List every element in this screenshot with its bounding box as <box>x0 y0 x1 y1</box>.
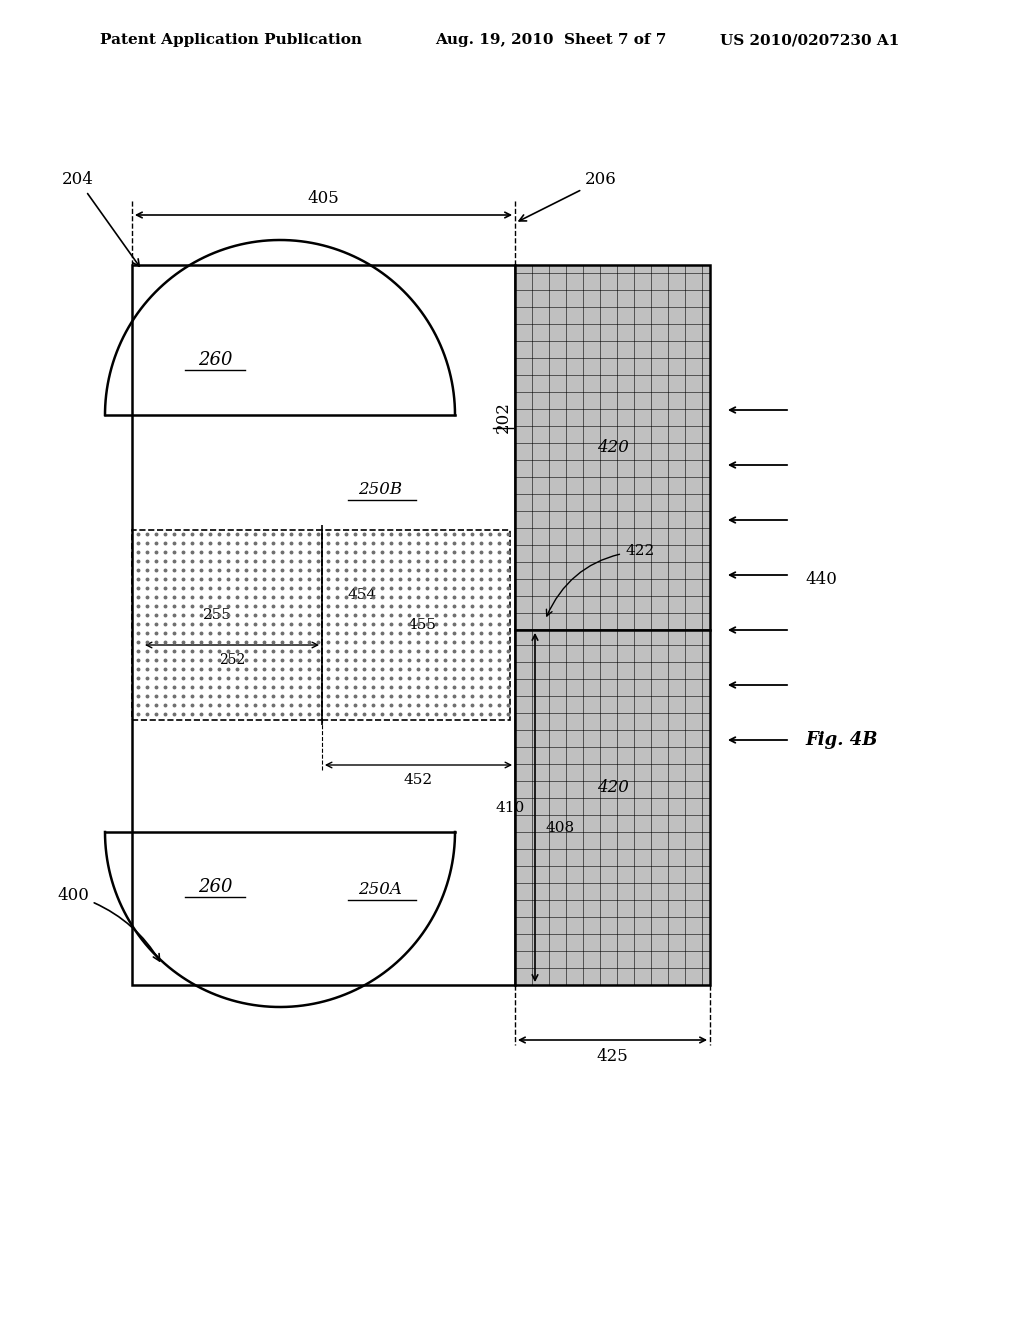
Text: 454: 454 <box>347 587 377 602</box>
Bar <box>515 630 710 985</box>
Text: 250A: 250A <box>358 882 402 899</box>
Text: 255: 255 <box>203 609 231 622</box>
Text: 202: 202 <box>495 401 512 433</box>
Text: US 2010/0207230 A1: US 2010/0207230 A1 <box>720 33 899 48</box>
Text: 408: 408 <box>545 821 574 834</box>
Bar <box>132 265 515 985</box>
Text: 420: 420 <box>597 440 629 455</box>
Bar <box>322 531 510 719</box>
Text: 440: 440 <box>805 572 837 589</box>
Text: Fig. 4B: Fig. 4B <box>805 731 878 748</box>
Text: 260: 260 <box>198 351 232 370</box>
Text: 204: 204 <box>62 172 139 267</box>
Text: 400: 400 <box>57 887 160 961</box>
Text: 425: 425 <box>597 1048 629 1065</box>
Bar <box>515 265 710 630</box>
Text: 260: 260 <box>198 878 232 896</box>
Text: 405: 405 <box>307 190 339 207</box>
Text: 422: 422 <box>547 544 654 616</box>
Text: 410: 410 <box>496 800 525 814</box>
Text: 250B: 250B <box>358 482 402 499</box>
Text: 455: 455 <box>408 618 436 632</box>
Text: 452: 452 <box>403 774 433 787</box>
Text: Aug. 19, 2010  Sheet 7 of 7: Aug. 19, 2010 Sheet 7 of 7 <box>435 33 667 48</box>
Text: 252: 252 <box>219 653 245 667</box>
Text: Patent Application Publication: Patent Application Publication <box>100 33 362 48</box>
Text: 420: 420 <box>597 779 629 796</box>
Bar <box>132 531 322 719</box>
Text: 206: 206 <box>519 172 616 220</box>
